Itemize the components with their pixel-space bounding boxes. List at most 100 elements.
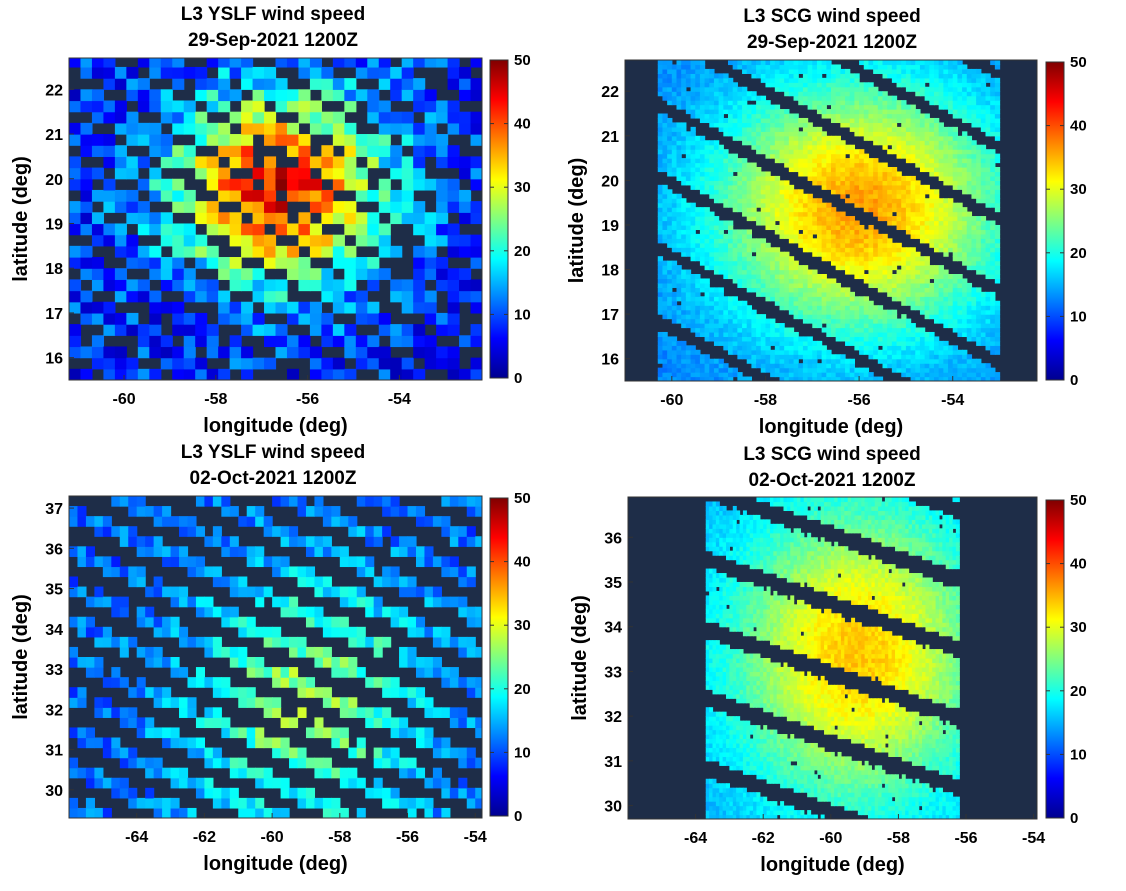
wind-cell	[344, 89, 356, 101]
wind-cell	[995, 167, 1000, 172]
wind-cell	[195, 201, 207, 213]
wind-cell	[995, 234, 1000, 239]
wind-cell	[695, 176, 700, 181]
wind-cell	[172, 179, 184, 191]
wind-cell	[677, 292, 682, 297]
wind-cell	[436, 279, 448, 291]
wind-cell	[948, 64, 953, 69]
wind-cell	[957, 167, 962, 172]
wind-cell	[728, 341, 733, 346]
wind-cell	[812, 149, 817, 154]
wind-cell	[677, 283, 682, 288]
wind-cell	[780, 203, 785, 208]
wind-cell	[986, 127, 991, 132]
wind-cell	[929, 238, 934, 243]
wind-cell	[230, 190, 242, 202]
wind-cell	[873, 270, 878, 275]
wind-cell	[878, 118, 883, 123]
wind-cell	[751, 247, 756, 252]
wind-cell	[789, 328, 794, 333]
wind-cell	[747, 319, 752, 324]
wind-cell	[705, 73, 710, 78]
wind-cell	[892, 278, 897, 283]
wind-cell	[737, 180, 742, 185]
wind-cell	[915, 359, 920, 364]
wind-cell	[957, 363, 962, 368]
wind-cell	[920, 354, 925, 359]
wind-cell	[883, 363, 888, 368]
wind-cell	[831, 225, 836, 230]
wind-cell	[672, 296, 677, 301]
wind-cell	[103, 223, 115, 235]
wind-cell	[920, 372, 925, 377]
wind-cell	[845, 332, 850, 337]
wind-cell	[817, 363, 822, 368]
wind-cell	[794, 314, 799, 319]
wind-cell	[789, 114, 794, 119]
wind-cell	[953, 207, 958, 212]
wind-cell	[253, 235, 265, 247]
wind-cell	[172, 235, 184, 247]
wind-cell	[695, 310, 700, 315]
wind-cell	[780, 252, 785, 257]
wind-cell	[887, 238, 892, 243]
wind-cell	[80, 100, 92, 112]
wind-cell	[854, 91, 859, 96]
wind-cell	[681, 60, 686, 65]
wind-cell	[901, 283, 906, 288]
wind-cell	[803, 310, 808, 315]
wind-cell	[425, 100, 437, 112]
wind-cell	[939, 247, 944, 252]
wind-cell	[103, 100, 115, 112]
wind-cell	[662, 292, 667, 297]
wind-cell	[448, 302, 460, 314]
wind-cell	[138, 335, 150, 347]
wind-cell	[195, 112, 207, 124]
wind-cell	[943, 87, 948, 92]
wind-cell	[218, 223, 230, 235]
wind-cell	[728, 323, 733, 328]
wind-cell	[765, 278, 770, 283]
wind-cell	[723, 171, 728, 176]
wind-cell	[887, 167, 892, 172]
wind-cell	[962, 238, 967, 243]
wind-cell	[826, 96, 831, 101]
wind-cell	[794, 305, 799, 310]
wind-cell	[756, 131, 761, 136]
wind-cell	[681, 292, 686, 297]
wind-cell	[873, 96, 878, 101]
wind-cell	[976, 87, 981, 92]
wind-cell	[742, 64, 747, 69]
wind-cell	[705, 212, 710, 217]
wind-cell	[784, 82, 789, 87]
wind-cell	[784, 332, 789, 337]
colorbar-tick-label: 50	[1070, 54, 1087, 71]
wind-cell	[747, 278, 752, 283]
wind-cell	[737, 185, 742, 190]
wind-cell	[943, 341, 948, 346]
wind-cell	[765, 368, 770, 373]
wind-cell	[887, 114, 892, 119]
wind-cell	[733, 350, 738, 355]
wind-cell	[709, 225, 714, 230]
wind-cell	[892, 345, 897, 350]
wind-cell	[920, 122, 925, 127]
wind-cell	[662, 154, 667, 159]
wind-cell	[695, 140, 700, 145]
wind-cell	[906, 114, 911, 119]
wind-cell	[822, 229, 827, 234]
wind-cell	[822, 145, 827, 150]
wind-cell	[850, 198, 855, 203]
wind-cell	[915, 225, 920, 230]
wind-cell	[733, 158, 738, 163]
wind-cell	[826, 163, 831, 168]
wind-cell	[976, 185, 981, 190]
wind-cell	[367, 100, 379, 112]
wind-cell	[691, 73, 696, 78]
wind-cell	[986, 180, 991, 185]
wind-cell	[878, 60, 883, 65]
wind-cell	[756, 216, 761, 221]
wind-cell	[709, 323, 714, 328]
wind-cell	[939, 229, 944, 234]
wind-cell	[794, 368, 799, 373]
